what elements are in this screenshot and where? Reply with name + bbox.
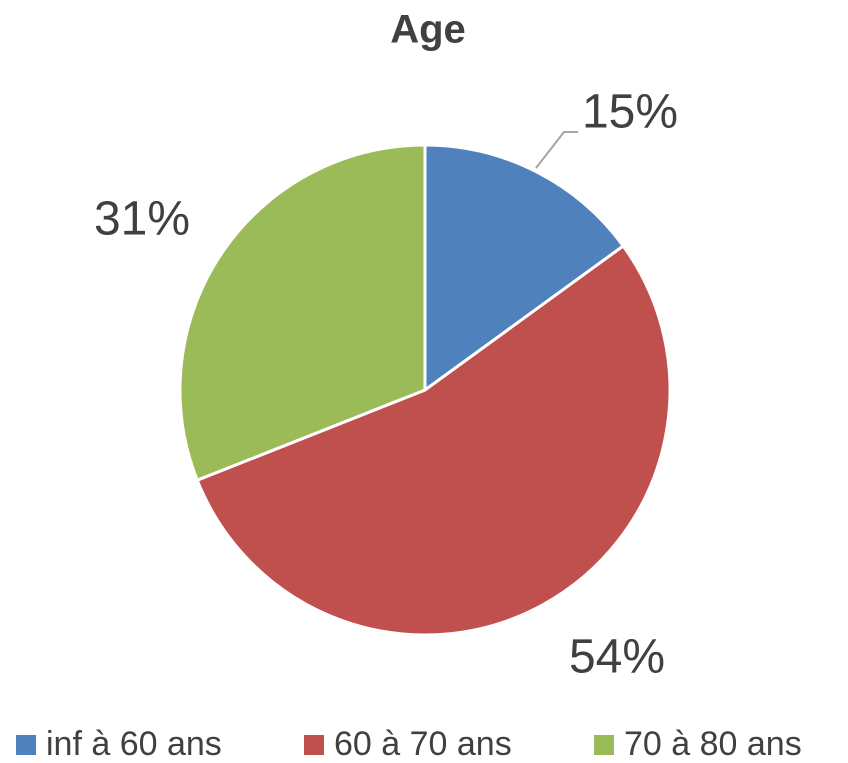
pie-slice: [195, 243, 672, 637]
pie-slice: [423, 143, 626, 393]
data-label: 15%: [582, 86, 678, 139]
chart-title: Age: [390, 8, 466, 52]
legend-swatch: [16, 735, 36, 755]
data-label: 31%: [94, 193, 190, 246]
legend-label: inf à 60 ans: [46, 725, 222, 763]
legend-swatch: [304, 735, 324, 755]
legend-label: 70 à 80 ans: [624, 725, 802, 763]
leader-line: [535, 131, 578, 169]
legend-swatch: [594, 735, 614, 755]
pie-slice: [178, 143, 427, 483]
data-label: 54%: [569, 631, 665, 684]
legend-label: 60 à 70 ans: [334, 725, 512, 763]
